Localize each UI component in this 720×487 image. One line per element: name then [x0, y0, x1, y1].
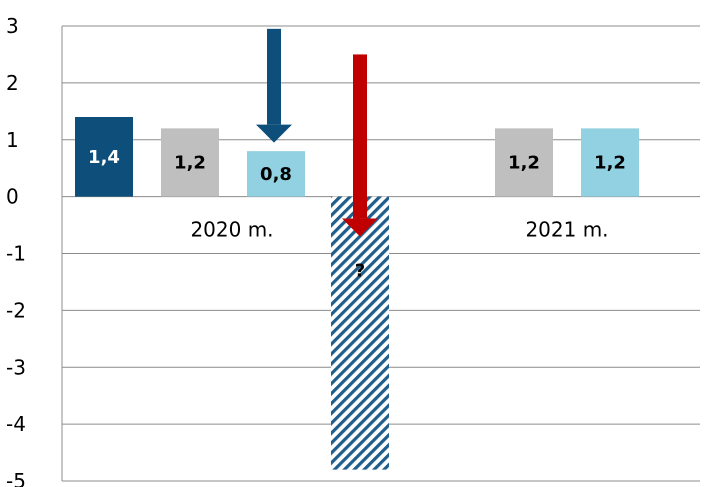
- data-label: 0,8: [260, 164, 292, 185]
- bars: [75, 117, 639, 470]
- y-axis-ticks: 3 2 1 0 -1 -2 -3 -4 -5: [6, 14, 26, 487]
- y-tick-label: -5: [6, 469, 26, 487]
- category-labels: 2020 m. 2021 m.: [190, 218, 608, 242]
- bar: [161, 128, 219, 197]
- category-label: 2020 m.: [190, 218, 273, 242]
- arrow-shaft: [353, 54, 367, 219]
- y-tick-label: 1: [6, 128, 19, 152]
- data-label: 1,2: [508, 153, 540, 174]
- data-label: 1,2: [174, 153, 206, 174]
- y-tick-label: -2: [6, 298, 26, 322]
- bar: [247, 151, 305, 197]
- bar: [495, 128, 553, 197]
- data-label: 1,4: [88, 147, 120, 168]
- bar: [581, 128, 639, 197]
- arrow-head: [342, 218, 378, 237]
- arrow-head: [256, 124, 292, 143]
- bar-uncertain: [331, 196, 389, 470]
- arrows: [256, 28, 378, 237]
- data-label: ?: [355, 261, 365, 282]
- bar: [75, 117, 133, 197]
- data-labels: 1,4 1,2 0,8? 1,2 1,2: [88, 147, 626, 282]
- data-label: 1,2: [594, 153, 626, 174]
- arrow-shaft: [267, 28, 281, 125]
- category-label: 2021 m.: [525, 218, 608, 242]
- y-tick-label: 2: [6, 71, 19, 95]
- arrow-annotation: [256, 28, 292, 143]
- y-tick-label: -1: [6, 242, 26, 266]
- y-tick-label: 0: [6, 185, 19, 209]
- y-tick-label: -4: [6, 412, 26, 436]
- y-tick-label: 3: [6, 14, 19, 38]
- y-tick-label: -3: [6, 355, 26, 379]
- arrow-annotation: [342, 54, 378, 237]
